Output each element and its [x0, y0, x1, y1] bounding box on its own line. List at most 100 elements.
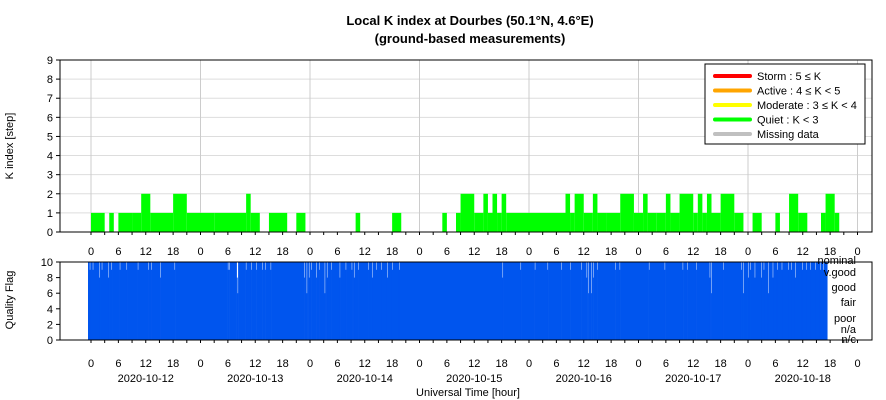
quality-bar — [246, 262, 252, 340]
quality-bar — [782, 262, 789, 340]
quality-bar — [791, 262, 796, 340]
k-index-bar — [497, 212, 502, 232]
x-hour-label: 18 — [715, 358, 727, 370]
x-hour-label: 18 — [167, 358, 179, 370]
quality-bar — [581, 262, 587, 340]
quality-bar — [687, 262, 697, 340]
quality-bar — [331, 269, 333, 340]
quality-bar — [174, 269, 176, 340]
quality-bar — [271, 262, 305, 340]
quality-bar — [740, 269, 742, 340]
quality-bar — [109, 262, 112, 340]
x-hour-label: 0 — [745, 358, 751, 370]
quality-bar — [747, 277, 749, 340]
k-index-bar — [752, 212, 762, 232]
quality-bar — [534, 269, 536, 340]
quality-bar — [331, 262, 340, 340]
quality-bar — [316, 277, 318, 340]
k-index-bar — [643, 193, 648, 232]
k-index-bar — [711, 212, 721, 232]
k-x-hour-label: 0 — [635, 246, 641, 258]
k-index-bar — [91, 212, 105, 232]
k-x-hour-label: 12 — [140, 246, 152, 258]
quality-bar — [238, 262, 246, 340]
quality-bar — [229, 269, 231, 340]
quality-bar — [112, 262, 120, 340]
quality-bar — [709, 277, 711, 340]
quality-category-label: n/c — [841, 334, 856, 346]
k-index-bar — [574, 193, 584, 232]
k-index-bar — [492, 193, 498, 232]
quality-bar — [822, 269, 824, 340]
k-x-hour-label: 12 — [359, 246, 371, 258]
quality-bar — [307, 262, 309, 340]
quality-bar — [376, 262, 381, 340]
quality-bar — [591, 262, 594, 340]
k-x-hour-label: 0 — [526, 246, 532, 258]
k-y-tick-label: 8 — [47, 74, 53, 86]
quality-bar — [755, 262, 762, 340]
quality-bar — [502, 277, 504, 340]
quality-bar — [90, 262, 93, 340]
quality-bar — [392, 262, 400, 340]
quality-bar — [561, 262, 571, 340]
quality-bar — [777, 262, 782, 340]
quality-bar — [339, 277, 341, 340]
k-index-bar — [250, 212, 260, 232]
quality-bar — [768, 262, 773, 340]
k-x-hour-label: 0 — [416, 246, 422, 258]
quality-bar — [570, 262, 582, 340]
quality-bar — [748, 262, 751, 340]
x-date-label: 2020-10-18 — [775, 373, 831, 385]
k-index-bar — [638, 212, 644, 232]
k-x-hour-label: 6 — [663, 246, 669, 258]
quality-bar — [781, 269, 783, 340]
k-index-bar — [670, 212, 680, 232]
quality-bar — [596, 269, 598, 340]
quality-bar — [175, 262, 228, 340]
k-index-bar — [592, 193, 598, 232]
quality-bar — [791, 269, 793, 340]
chart-title: Local K index at Dourbes (50.1°N, 4.6°E) — [346, 13, 593, 28]
quality-bar — [99, 277, 101, 340]
k-index-bar — [583, 212, 593, 232]
quality-bar — [324, 293, 326, 340]
quality-bar — [710, 262, 712, 340]
quality-bar — [788, 262, 792, 340]
k-index-bar — [647, 212, 657, 232]
k-x-hour-label: 6 — [225, 246, 231, 258]
quality-bar — [581, 269, 583, 340]
quality-bar — [683, 262, 688, 340]
quality-bar — [590, 293, 592, 340]
quality-bar — [304, 277, 306, 340]
x-hour-label: 0 — [197, 358, 203, 370]
k-x-hour-label: 6 — [772, 246, 778, 258]
q-y-tick-label: 2 — [47, 319, 53, 331]
quality-bar — [664, 269, 666, 340]
quality-bar — [351, 269, 353, 340]
k-index-bar — [442, 212, 447, 232]
quality-bar — [102, 262, 109, 340]
quality-bar — [754, 277, 756, 340]
x-hour-label: 12 — [140, 358, 152, 370]
x-hour-label: 0 — [416, 358, 422, 370]
k-y-tick-label: 5 — [47, 131, 53, 143]
quality-bar — [160, 262, 175, 340]
x-date-label: 2020-10-14 — [337, 373, 393, 385]
quality-bar — [710, 293, 712, 340]
quality-bar — [340, 262, 346, 340]
k-index-bar — [706, 193, 712, 232]
k-x-hour-label: 18 — [605, 246, 617, 258]
quality-bar — [801, 269, 803, 340]
k-index-bar — [109, 212, 114, 232]
quality-bar — [503, 262, 521, 340]
quality-bar — [119, 269, 121, 340]
q-y-tick-label: 4 — [47, 304, 53, 316]
quality-bar — [358, 269, 360, 340]
k-index-bar — [720, 193, 735, 232]
quality-bar — [311, 262, 317, 340]
quality-bar — [795, 262, 803, 340]
quality-bar — [308, 277, 310, 340]
quality-bar — [228, 262, 230, 340]
quality-bar — [620, 262, 649, 340]
